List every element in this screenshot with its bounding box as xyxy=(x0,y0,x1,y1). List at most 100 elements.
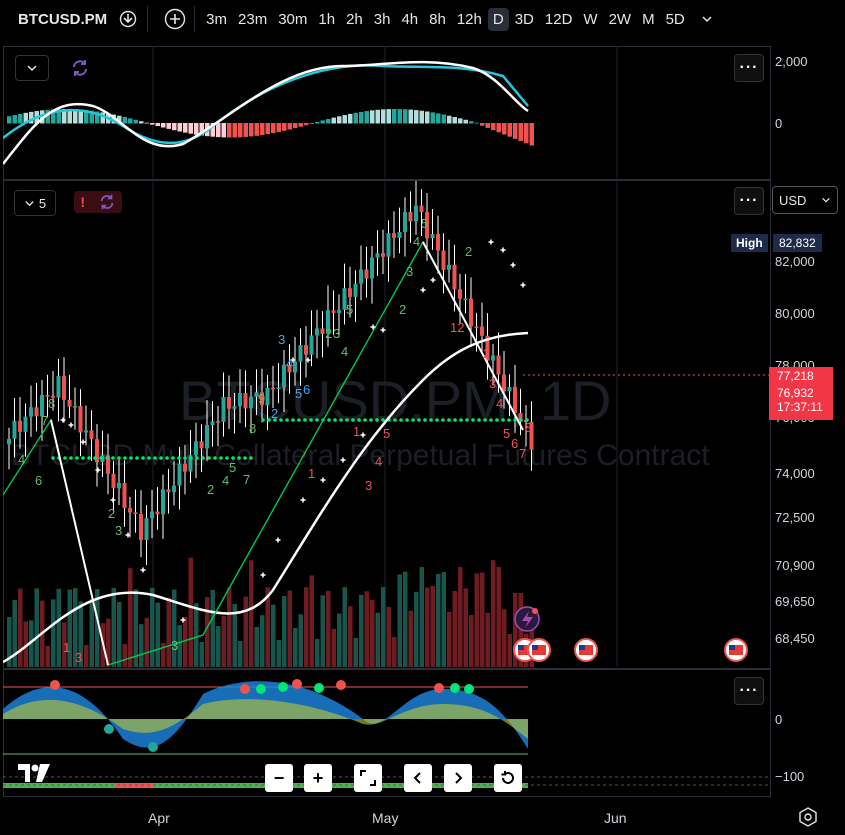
volume-bar xyxy=(265,587,270,667)
zoom-in-button[interactable]: + xyxy=(304,764,332,792)
volume-bar xyxy=(271,604,276,667)
currency-select[interactable]: USD xyxy=(772,186,838,214)
sar-cross xyxy=(320,477,326,483)
sar-cross xyxy=(488,239,494,245)
candle-body xyxy=(172,485,176,493)
timeframe-1h[interactable]: 1h xyxy=(318,10,336,28)
candle-body xyxy=(491,355,495,361)
indicator-alert-group[interactable]: ! xyxy=(74,191,122,213)
volume-bar xyxy=(298,614,303,667)
sar-cross xyxy=(340,457,346,463)
timeframe-12h[interactable]: 12h xyxy=(456,10,482,28)
macd-histogram-bar xyxy=(161,123,166,128)
macd-histogram-bar xyxy=(95,111,100,124)
volume-bar xyxy=(56,588,61,667)
support-dot xyxy=(171,456,175,460)
macd-histogram-bar xyxy=(452,117,457,124)
candle-body xyxy=(452,264,457,290)
volume-bar xyxy=(139,624,144,667)
scroll-right-button[interactable] xyxy=(444,764,472,792)
volume-bar xyxy=(419,567,424,667)
timeframe-dropdown-chevron-icon[interactable] xyxy=(694,6,720,32)
macd-histogram-bar xyxy=(397,109,402,124)
support-dot xyxy=(129,456,133,460)
candle-body xyxy=(359,269,363,284)
sar-cross xyxy=(420,287,426,293)
timeframe-D[interactable]: D xyxy=(487,7,509,31)
support-dot xyxy=(219,456,223,460)
timeframe-12D[interactable]: 12D xyxy=(544,10,573,28)
macd-histogram-bar xyxy=(139,121,144,124)
td-count-label: 4 xyxy=(496,396,503,411)
support-dot xyxy=(69,456,73,460)
candle-body xyxy=(342,288,347,310)
td-count-label: 4 xyxy=(18,452,25,467)
timeframe-3m[interactable]: 3m xyxy=(206,10,228,28)
candle-body xyxy=(62,375,66,400)
timeframe-2h[interactable]: 2h xyxy=(346,10,363,28)
support-dot xyxy=(147,456,151,460)
chevron-down-icon xyxy=(822,197,830,203)
macd-more-button[interactable]: ··· xyxy=(734,54,764,82)
macd-histogram-bar xyxy=(370,110,375,124)
reset-view-button[interactable] xyxy=(354,764,382,792)
support-dot xyxy=(417,418,421,422)
candle-body xyxy=(122,482,127,509)
compare-symbol-icon[interactable] xyxy=(115,6,141,32)
timeframe-3D[interactable]: 3D xyxy=(514,10,534,28)
tradingview-logo[interactable] xyxy=(16,762,56,789)
volume-bar xyxy=(73,588,78,667)
zigzag-down-line xyxy=(50,241,524,666)
macd-refresh-icon[interactable] xyxy=(70,58,90,83)
volume-bar xyxy=(359,594,364,667)
candle-body xyxy=(205,425,209,449)
refresh-icon xyxy=(100,194,113,210)
price-pane[interactable] xyxy=(3,180,771,669)
chart-settings-icon[interactable] xyxy=(797,806,819,833)
indicators-collapse-button[interactable]: 5 xyxy=(14,190,56,216)
oscillator-area xyxy=(3,699,528,739)
volume-bar xyxy=(84,644,89,667)
price-more-button[interactable]: ··· xyxy=(734,187,764,215)
support-dot xyxy=(483,418,487,422)
timeframe-M[interactable]: M xyxy=(642,10,655,28)
zoom-out-button[interactable]: − xyxy=(265,764,293,792)
candle-body xyxy=(408,211,413,222)
timeframe-5D[interactable]: 5D xyxy=(665,10,685,28)
add-symbol-icon[interactable] xyxy=(162,6,188,32)
candle-body xyxy=(414,205,418,222)
oscillator-more-button[interactable]: ··· xyxy=(734,677,764,705)
timeframe-8h[interactable]: 8h xyxy=(429,10,446,28)
macd-histogram-bar xyxy=(441,114,446,124)
volume-bar xyxy=(293,627,298,667)
timeframe-2W[interactable]: 2W xyxy=(608,10,632,28)
timeframe-W[interactable]: W xyxy=(583,10,598,28)
macd-collapse-button[interactable] xyxy=(15,55,49,81)
signal-dot xyxy=(434,683,444,693)
symbol-button[interactable]: BTCUSD.PM xyxy=(18,10,108,28)
macd-pane[interactable] xyxy=(3,46,771,180)
reset-chart-button[interactable] xyxy=(494,764,522,792)
support-dot xyxy=(279,418,283,422)
macd-histogram-bar xyxy=(117,115,122,124)
volume-bar xyxy=(67,589,72,667)
candle-body xyxy=(364,269,369,279)
scroll-left-button[interactable] xyxy=(404,764,432,792)
timeframe-23m[interactable]: 23m xyxy=(238,10,268,28)
volume-bar xyxy=(128,568,133,667)
us-flag-event-icon xyxy=(729,645,743,655)
candle-body xyxy=(265,387,270,406)
candle-body xyxy=(260,392,264,406)
sar-cross xyxy=(520,282,526,288)
timeframe-30m[interactable]: 30m xyxy=(278,10,308,28)
volume-bar xyxy=(172,589,177,667)
timeframe-4h[interactable]: 4h xyxy=(401,10,419,28)
signal-dot xyxy=(104,724,114,734)
price-axis-label: 74,000 xyxy=(775,466,815,481)
candle-body xyxy=(161,489,165,515)
timeframe-3h[interactable]: 3h xyxy=(373,10,391,28)
separator xyxy=(147,6,149,32)
td-count-label: 4 xyxy=(413,234,420,249)
oscillator-pane[interactable] xyxy=(3,669,771,797)
